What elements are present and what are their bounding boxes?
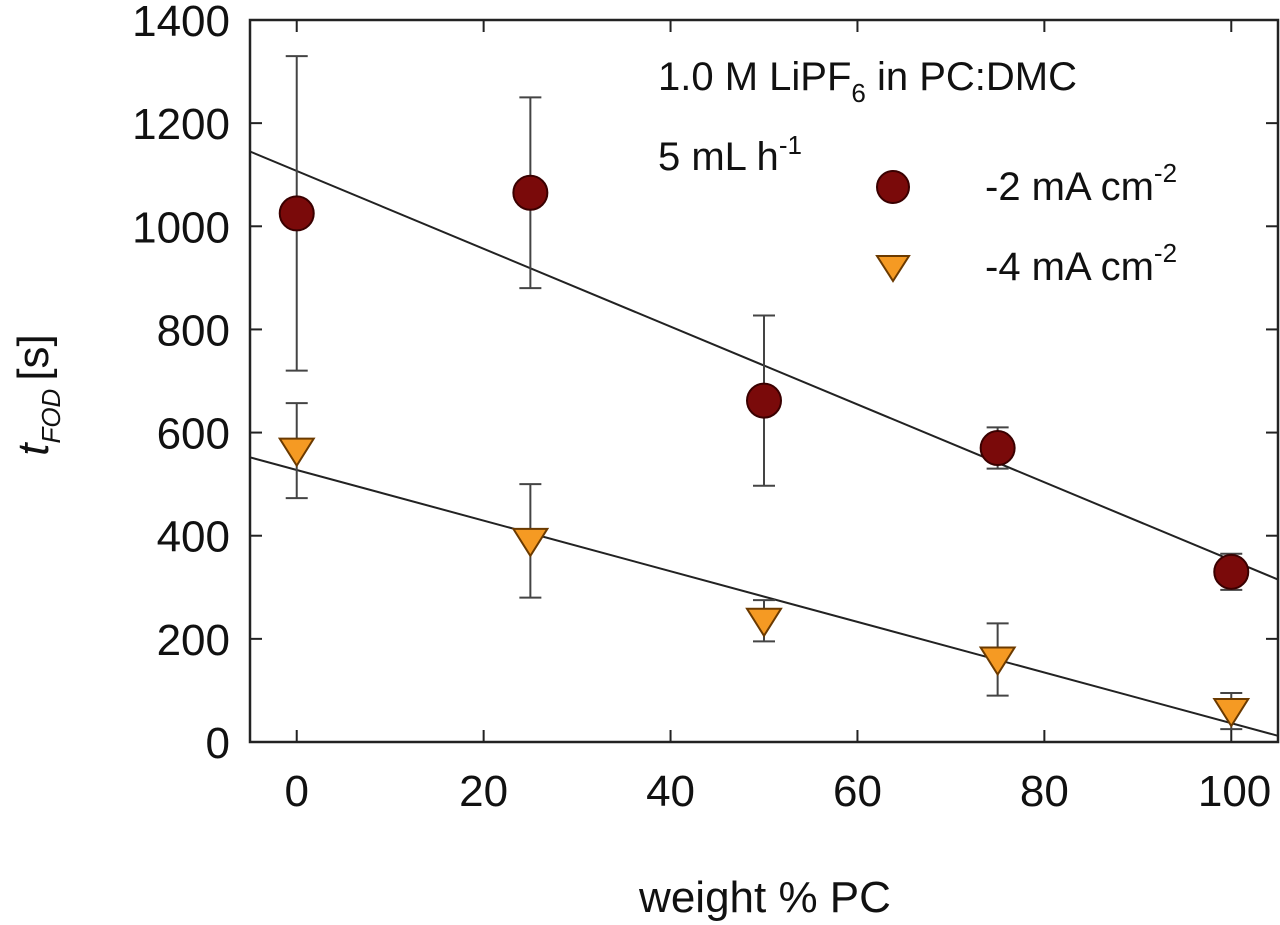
y-tick-label: 1000 <box>132 203 230 252</box>
data-point-triangle <box>1212 698 1251 728</box>
annotation-electrolyte: 1.0 M LiPF6 in PC:DMC <box>658 55 1077 108</box>
y-tick-label: 400 <box>157 513 230 562</box>
x-tick-label: 60 <box>833 767 882 816</box>
x-tick-label: 0 <box>284 767 308 816</box>
legend-label-4ma: -4 mA cm-2 <box>985 238 1177 289</box>
legend-label-2ma: -2 mA cm-2 <box>985 158 1177 209</box>
x-axis-label: weight % PC <box>638 873 891 922</box>
data-point-triangle <box>511 527 550 558</box>
data-markers <box>277 174 1251 728</box>
x-tick-label: 100 <box>1198 767 1271 816</box>
data-point-circle <box>278 195 315 232</box>
x-tick-label: 20 <box>459 767 508 816</box>
plot-frame <box>248 18 1280 744</box>
x-tick-label: 80 <box>1020 767 1069 816</box>
x-tick-label: 40 <box>646 767 695 816</box>
legend: -2 mA cm-2 -4 mA cm-2 <box>875 158 1177 289</box>
data-point-triangle <box>978 646 1017 677</box>
y-tick-label: 800 <box>157 306 230 355</box>
data-point-triangle <box>745 607 783 638</box>
data-point-triangle <box>277 437 316 468</box>
y-tick-label: 1200 <box>132 100 230 149</box>
data-point-circle <box>746 382 782 419</box>
y-tick-label: 1400 <box>132 0 230 46</box>
data-point-circle <box>979 430 1016 467</box>
legend-marker-triangle <box>875 255 911 283</box>
fit-line-series-1 <box>249 456 1279 737</box>
y-tick-label: 0 <box>206 719 230 768</box>
y-axis-label: tFOD[s] <box>9 334 66 456</box>
y-tick-label: 200 <box>157 616 230 665</box>
annotation-flow-rate: 5 mL h-1 <box>658 130 802 179</box>
legend-marker-circle <box>876 170 910 204</box>
data-point-circle <box>1213 553 1250 590</box>
y-tick-label: 600 <box>157 410 230 459</box>
data-point-circle <box>512 174 549 211</box>
